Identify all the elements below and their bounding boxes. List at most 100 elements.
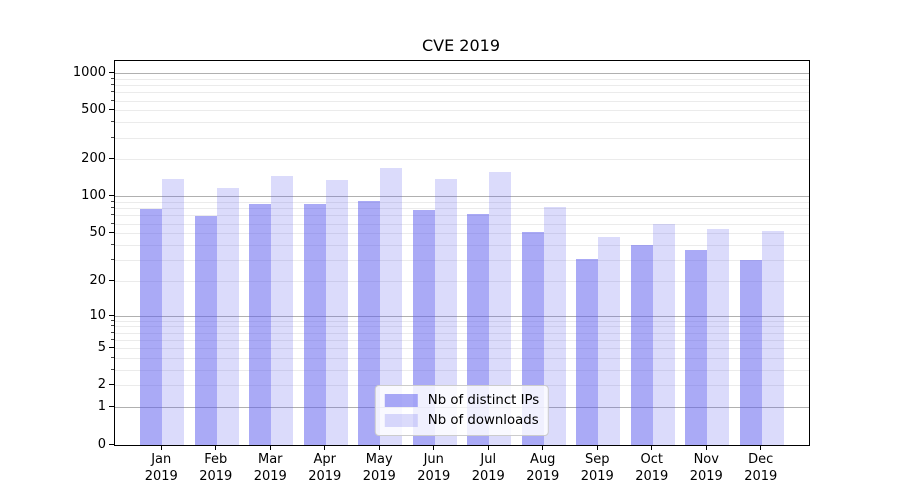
y-minor-tick-400 bbox=[111, 121, 114, 123]
bar-nb-of-distinct-ips-jan bbox=[140, 208, 163, 445]
y-minor-tick-600 bbox=[111, 99, 114, 101]
legend-label-downloads: Nb of downloads bbox=[427, 413, 539, 428]
x-tick-label-aug: Aug 2019 bbox=[526, 452, 560, 484]
x-tick-dec bbox=[760, 445, 762, 450]
gridline-y-10 bbox=[115, 315, 809, 317]
y-minor-tick-60 bbox=[111, 222, 114, 224]
y-tick-label-200: 200 bbox=[81, 151, 106, 167]
bar-nb-of-downloads-jan bbox=[162, 179, 185, 445]
bar-nb-of-downloads-jul bbox=[489, 171, 512, 445]
gridline-y-300 bbox=[115, 137, 809, 139]
y-tick-label-1: 1 bbox=[97, 399, 106, 415]
chart-title: CVE 2019 bbox=[421, 36, 501, 55]
gridline-y-700 bbox=[115, 92, 809, 94]
y-tick-50 bbox=[109, 232, 114, 234]
x-tick-nov bbox=[705, 445, 707, 450]
gridline-y-80 bbox=[115, 208, 809, 210]
x-tick-mar bbox=[269, 445, 271, 450]
bar-nb-of-downloads-nov bbox=[707, 228, 730, 445]
gridline-y-9 bbox=[115, 320, 809, 322]
y-minor-tick-90 bbox=[111, 201, 114, 203]
y-tick-label-500: 500 bbox=[81, 102, 106, 118]
bar-nb-of-downloads-oct bbox=[652, 224, 675, 445]
y-minor-tick-4 bbox=[111, 357, 114, 358]
bar-nb-of-downloads-aug bbox=[543, 206, 566, 445]
x-tick-oct bbox=[651, 445, 653, 450]
gridline-y-50 bbox=[115, 233, 809, 235]
y-tick-1 bbox=[109, 406, 114, 408]
gridline-y-60 bbox=[115, 223, 809, 225]
y-minor-tick-3 bbox=[111, 368, 114, 370]
bar-nb-of-downloads-apr bbox=[325, 180, 348, 445]
gridline-y-1000 bbox=[115, 73, 809, 75]
x-tick-label-feb: Feb 2019 bbox=[199, 452, 233, 484]
legend-swatch-downloads bbox=[384, 414, 418, 427]
x-tick-label-jan: Jan 2019 bbox=[144, 452, 178, 484]
x-tick-jul bbox=[487, 445, 489, 450]
y-tick-200 bbox=[109, 158, 114, 160]
y-minor-tick-900 bbox=[111, 77, 114, 79]
legend-row-downloads: Nb of downloads bbox=[384, 413, 539, 428]
bar-nb-of-distinct-ips-sep bbox=[576, 258, 599, 445]
y-tick-label-20: 20 bbox=[89, 272, 106, 288]
y-minor-tick-6 bbox=[111, 338, 114, 340]
x-tick-label-sep: Sep 2019 bbox=[580, 452, 614, 484]
bar-nb-of-distinct-ips-feb bbox=[194, 215, 217, 445]
gridline-y-200 bbox=[115, 159, 809, 161]
y-minor-tick-7 bbox=[111, 331, 114, 333]
x-tick-label-jul: Jul 2019 bbox=[471, 452, 505, 484]
bar-nb-of-downloads-jun bbox=[434, 179, 457, 445]
y-minor-tick-300 bbox=[111, 136, 114, 138]
y-tick-label-50: 50 bbox=[89, 225, 106, 241]
y-tick-20 bbox=[109, 279, 114, 281]
y-tick-5 bbox=[109, 347, 114, 349]
bar-nb-of-downloads-sep bbox=[598, 236, 621, 445]
y-minor-tick-800 bbox=[111, 84, 114, 86]
y-tick-500 bbox=[109, 109, 114, 111]
y-minor-tick-70 bbox=[111, 214, 114, 216]
gridline-y-3 bbox=[115, 370, 809, 371]
gridline-y-8 bbox=[115, 326, 809, 328]
gridline-y-800 bbox=[115, 85, 809, 87]
gridline-y-5 bbox=[115, 348, 809, 350]
bar-nb-of-distinct-ips-apr bbox=[303, 203, 326, 445]
y-tick-label-5: 5 bbox=[97, 340, 106, 356]
y-tick-label-1000: 1000 bbox=[72, 65, 106, 81]
y-minor-tick-40 bbox=[111, 243, 114, 245]
y-minor-tick-80 bbox=[111, 207, 114, 209]
legend-row-distinct-ips: Nb of distinct IPs bbox=[384, 393, 540, 408]
gridline-y-20 bbox=[115, 280, 809, 282]
y-tick-label-2: 2 bbox=[97, 377, 106, 393]
x-tick-label-mar: Mar 2019 bbox=[253, 452, 287, 484]
y-tick-0 bbox=[109, 443, 114, 445]
bar-nb-of-downloads-dec bbox=[761, 230, 784, 445]
x-tick-label-oct: Oct 2019 bbox=[635, 452, 669, 484]
y-minor-tick-9 bbox=[111, 319, 114, 321]
y-tick-label-0: 0 bbox=[97, 436, 106, 452]
y-tick-1000 bbox=[109, 72, 114, 74]
y-minor-tick-30 bbox=[111, 258, 114, 260]
x-tick-sep bbox=[596, 445, 598, 450]
bar-nb-of-distinct-ips-dec bbox=[739, 260, 762, 445]
gridline-y-7 bbox=[115, 332, 809, 334]
gridline-y-90 bbox=[115, 202, 809, 204]
gridline-y-30 bbox=[115, 259, 809, 261]
legend-label-distinct-ips: Nb of distinct IPs bbox=[427, 393, 540, 408]
bar-nb-of-distinct-ips-may bbox=[358, 200, 381, 445]
legend-swatch-distinct-ips bbox=[384, 394, 418, 407]
gridline-y-70 bbox=[115, 215, 809, 217]
x-tick-jan bbox=[160, 445, 162, 450]
y-tick-10 bbox=[109, 314, 114, 316]
x-tick-label-apr: Apr 2019 bbox=[308, 452, 342, 484]
gridline-y-600 bbox=[115, 100, 809, 102]
x-tick-label-may: May 2019 bbox=[362, 452, 396, 484]
y-tick-label-100: 100 bbox=[81, 188, 106, 204]
y-tick-label-10: 10 bbox=[89, 307, 106, 323]
gridline-y-900 bbox=[115, 78, 809, 80]
y-minor-tick-700 bbox=[111, 91, 114, 93]
gridline-y-400 bbox=[115, 122, 809, 124]
x-tick-label-dec: Dec 2019 bbox=[744, 452, 778, 484]
x-tick-may bbox=[378, 445, 380, 450]
bar-nb-of-distinct-ips-oct bbox=[630, 245, 653, 445]
